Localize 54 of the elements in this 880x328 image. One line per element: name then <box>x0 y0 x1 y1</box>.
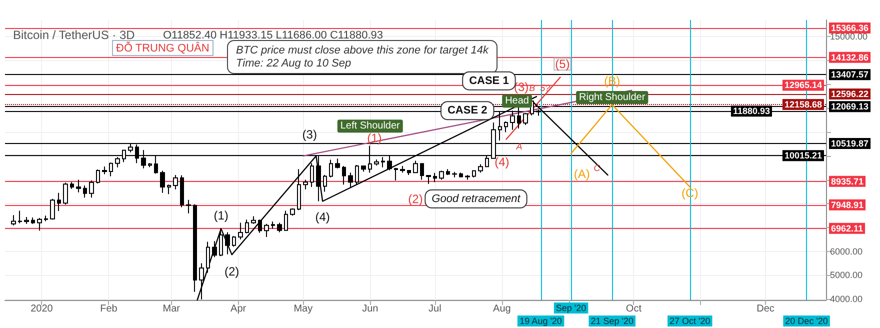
x-tick-label: Dec <box>756 304 774 314</box>
x-tick-label: Oct <box>626 304 642 314</box>
annotation: (5) <box>555 57 570 72</box>
ref-line-label: 12965.14 <box>784 80 822 90</box>
x-tick-label: Jul <box>428 304 442 314</box>
ref-line-label: 15366.36 <box>831 22 869 33</box>
ref-line-label: 10015.21 <box>784 150 822 161</box>
x-tick-label: Aug <box>493 304 511 314</box>
ref-line-label: 13407.57 <box>831 70 869 80</box>
y-tick-label: 15000.00 <box>830 32 868 42</box>
ref-line-label: 12158.68 <box>784 99 822 110</box>
ref-line-label: 12069.13 <box>831 102 869 112</box>
annotation: Good retracement <box>432 192 522 205</box>
annotation: Left Shoulder <box>340 120 401 132</box>
annotation: Head <box>505 96 529 107</box>
annotation: Right Shoulder <box>579 92 646 104</box>
x-tick-label: Jun <box>362 304 378 314</box>
ref-line-label: 7948.91 <box>831 200 864 210</box>
ref-line-label: 21 Sep '20 <box>590 316 634 326</box>
y-tick-label: 4000.00 <box>830 294 863 304</box>
annotation: (4) <box>494 154 510 169</box>
annotation: (2) <box>224 264 240 279</box>
ref-line-label: Sep '20 <box>556 303 586 313</box>
text: Bitcoin / TetherUS · 3D <box>13 28 136 42</box>
annotation: (4) <box>315 210 330 224</box>
y-tick-label: 6000.00 <box>830 246 863 256</box>
ref-line-label: 10519.87 <box>831 138 869 149</box>
text: O11852.40 H11933.15 L11686.00 C11880.93 <box>163 30 383 42</box>
annotation: A <box>515 141 522 152</box>
ref-line-label: 12596.22 <box>831 89 869 100</box>
annotation: (A) <box>574 166 590 181</box>
annotation: (2) <box>408 192 423 206</box>
ref-line-label: 6962.11 <box>831 223 864 234</box>
ref-line-label: 20 Dec '20 <box>785 316 828 326</box>
annotation: B <box>529 82 536 93</box>
y-tick-label: 5000.00 <box>830 270 863 280</box>
x-tick-label: 2020 <box>30 304 54 314</box>
annotation: CASE 2 <box>447 104 488 117</box>
annotation: C <box>594 162 601 173</box>
annotation: (1) <box>367 131 382 146</box>
ref-line-label: 11880.93 <box>732 106 770 116</box>
x-tick-label: Mar <box>162 304 181 314</box>
x-tick-label: Apr <box>230 304 247 314</box>
x-tick-label: May <box>294 304 313 314</box>
annotation: CASE 1 <box>469 74 509 87</box>
annotation: (3) <box>302 127 317 142</box>
x-tick-label: Feb <box>100 304 118 314</box>
ref-line-label: 8935.71 <box>831 176 864 186</box>
annotation: (1) <box>214 208 228 223</box>
ref-line-label: 27 Oct '20 <box>670 316 710 326</box>
ref-line-label: 19 Aug '20 <box>520 316 562 326</box>
annotation: BTC price must close above this zone for target 14k Time: 22 Aug to 10 Sep <box>236 44 490 70</box>
ref-line-label: 14132.86 <box>831 52 869 62</box>
annotation: ĐỖ TRUNG QUÂN <box>116 42 210 54</box>
